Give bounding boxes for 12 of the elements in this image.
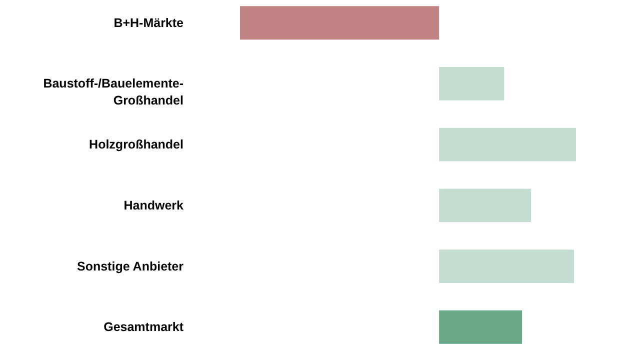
bar (439, 250, 574, 284)
y-tick-label: Gesamtmarkt (104, 320, 184, 334)
y-tick-label: Sonstige Anbieter (77, 259, 184, 274)
bar (240, 6, 440, 40)
bar (439, 128, 576, 162)
y-tick-label: B+H-Märkte (114, 16, 184, 30)
bar (439, 66, 504, 100)
y-tick-label: Holzgroßhandel (89, 138, 184, 152)
bar (439, 188, 532, 222)
bar (439, 310, 522, 344)
y-tick-label: Handwerk (124, 198, 184, 212)
y-tick-label: Baustoff-/Bauelemente-Großhandel (43, 76, 184, 108)
